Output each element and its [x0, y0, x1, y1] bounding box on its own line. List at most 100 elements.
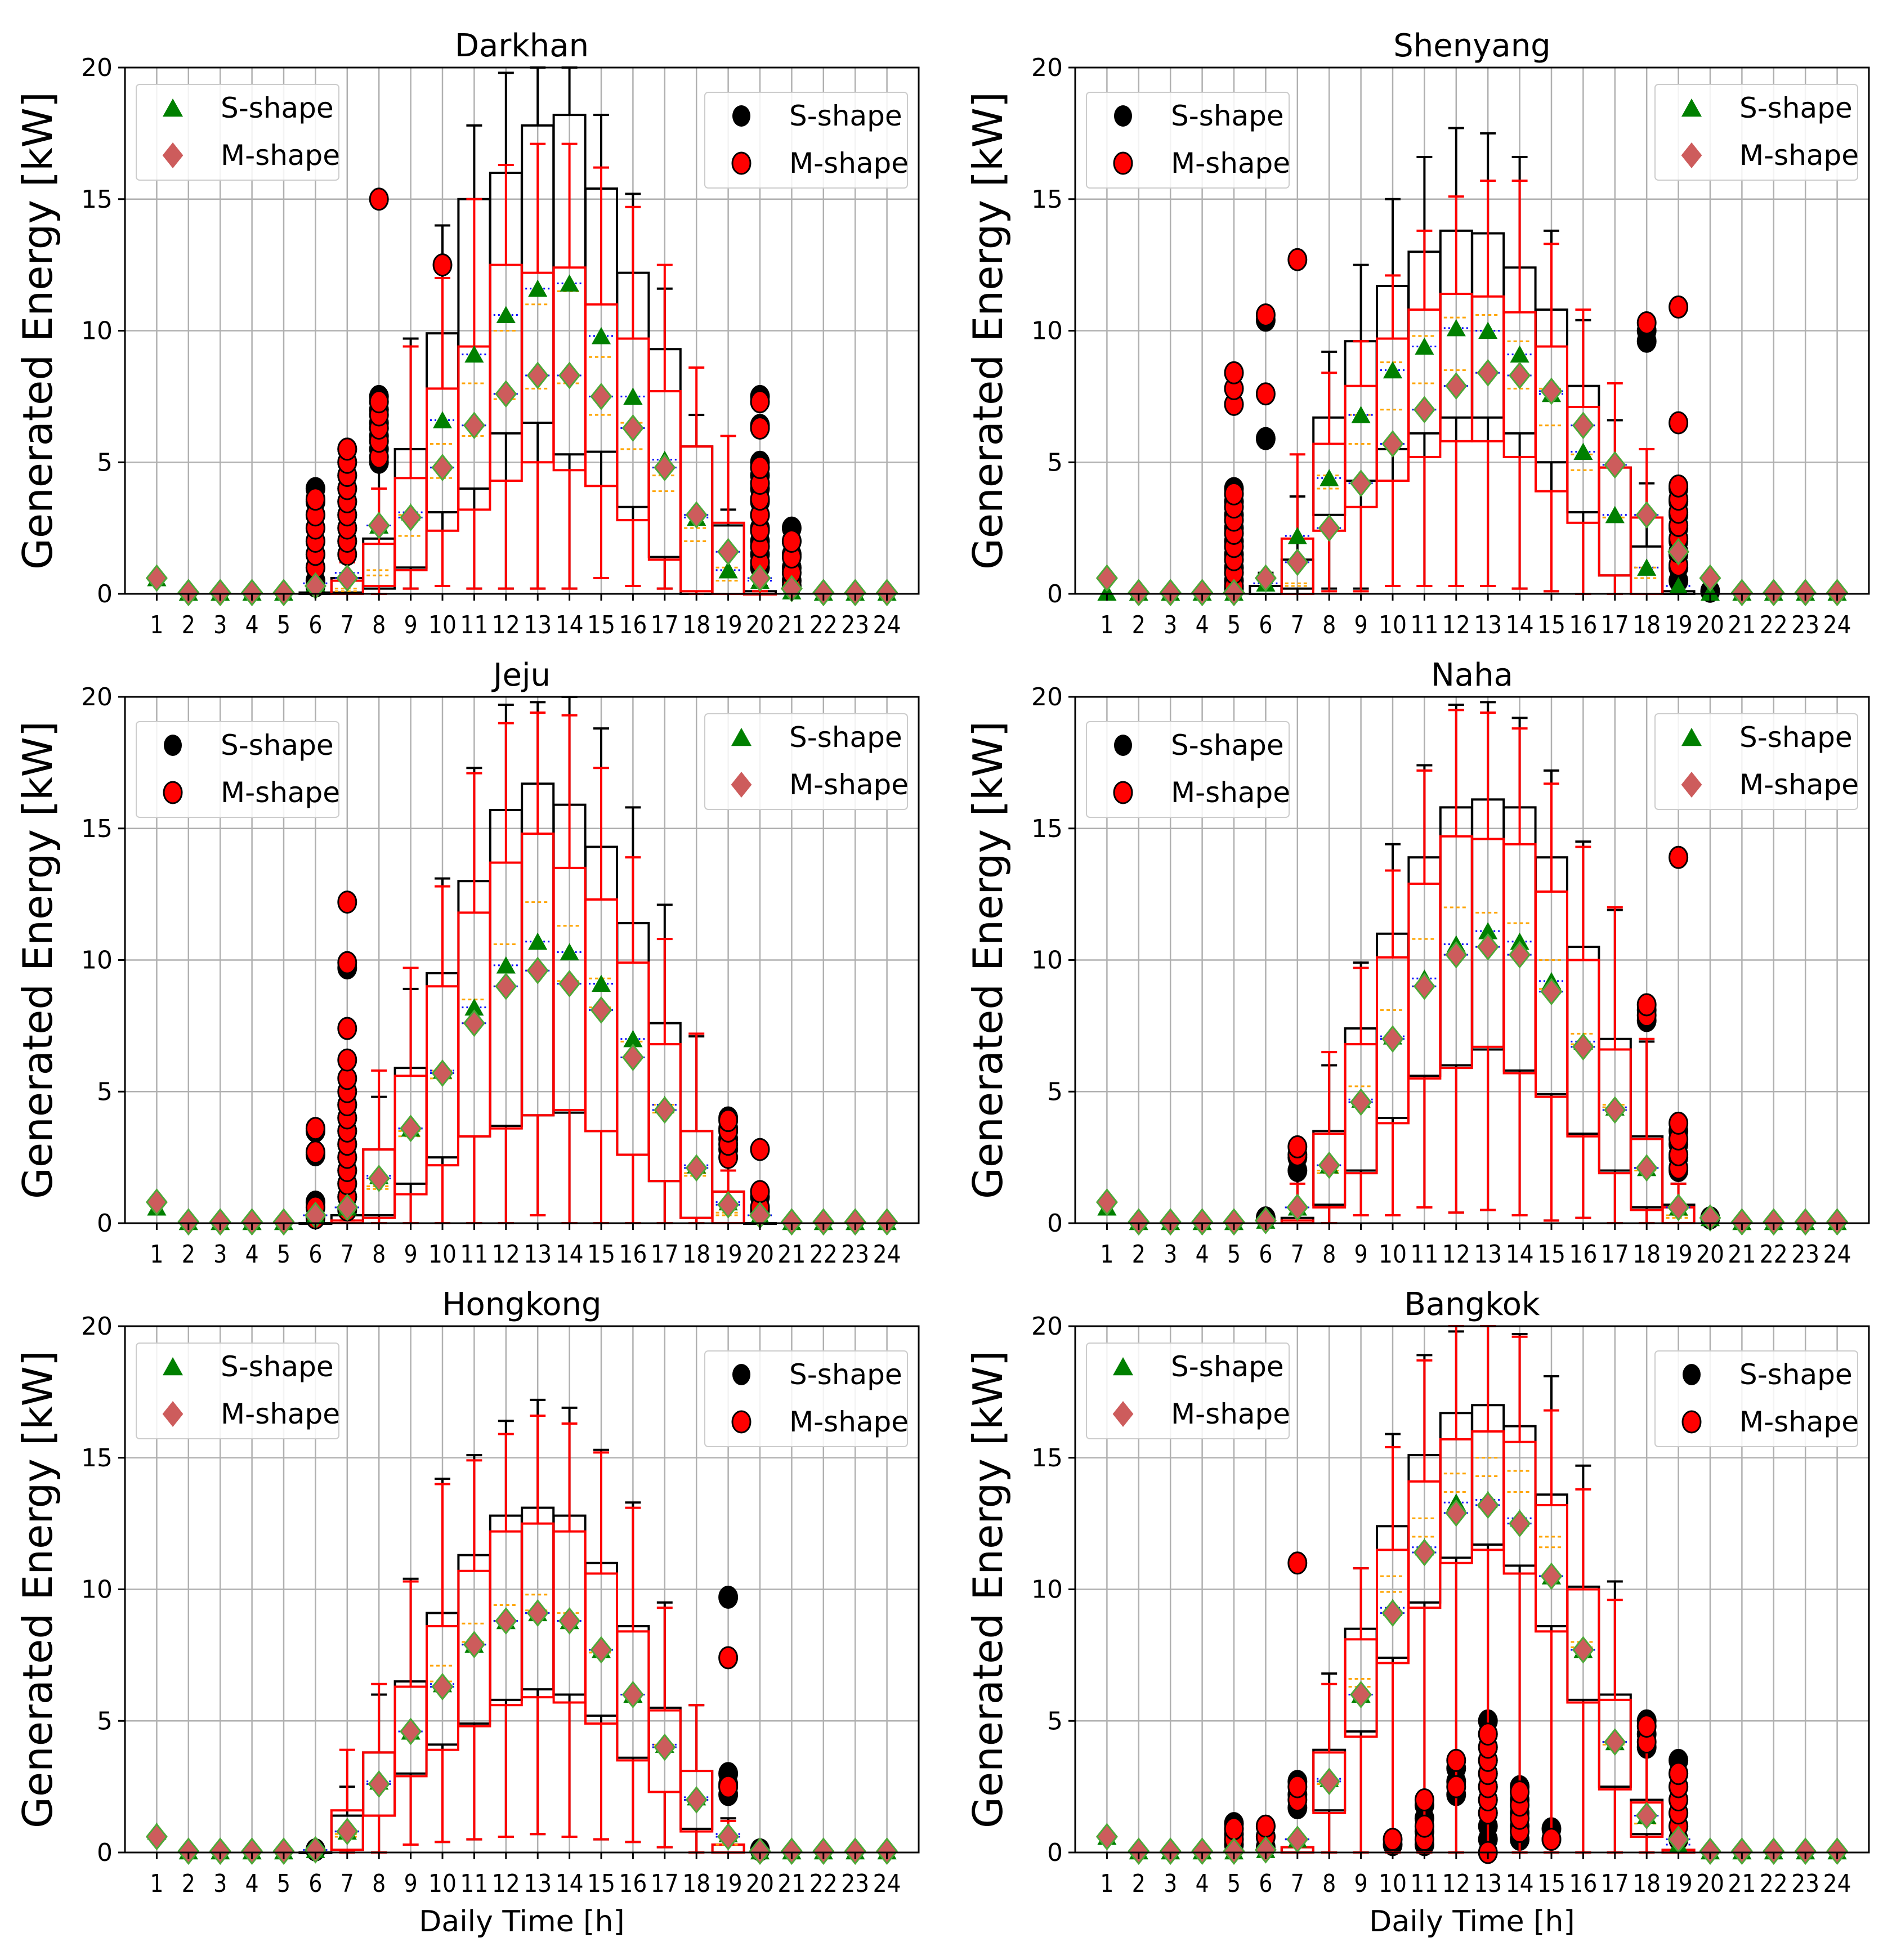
x-tick-label: 11: [1410, 611, 1438, 639]
s-shape-mean-triangle: [1478, 321, 1498, 339]
legend-marker-triangle-icon: [162, 99, 184, 117]
m-shape-mean-diamond-edge: [1350, 1681, 1372, 1708]
m-shape-outlier: [1636, 993, 1657, 1017]
m-shape-outlier: [1669, 845, 1689, 869]
m-shape-outlier: [718, 1109, 739, 1133]
x-tick-label: 17: [1601, 611, 1629, 639]
m-shape-mean-diamond: [591, 997, 611, 1023]
m-shape-outlier: [1383, 1828, 1403, 1851]
m-shape-outlier: [1636, 311, 1657, 334]
legend-boxes-frame: [1086, 721, 1290, 818]
legend-boxes-frame: [1086, 92, 1290, 189]
legend-boxes-frame: [1654, 1350, 1858, 1447]
m-shape-box: [679, 445, 714, 593]
x-tick-label: 20: [746, 1240, 774, 1269]
m-shape-outlier: [718, 1775, 739, 1798]
x-tick-label: 10: [1379, 1240, 1407, 1269]
x-tick-label: 8: [372, 1869, 386, 1898]
m-shape-mean-diamond-edge: [844, 1208, 866, 1236]
m-shape-mean-diamond-edge: [1191, 579, 1214, 607]
x-tick-label: 8: [372, 611, 386, 639]
m-shape-outlier: [337, 1048, 357, 1072]
m-shape-outlier: [718, 1646, 739, 1670]
m-shape-mean-diamond-edge: [1699, 1837, 1721, 1865]
x-tick-label: 24: [1823, 611, 1851, 639]
legend-marker-triangle-icon: [731, 728, 752, 746]
x-tick-label: 18: [1632, 1240, 1661, 1269]
m-shape-mean-diamond: [242, 1209, 262, 1234]
x-tick-label: 4: [245, 1240, 259, 1269]
m-shape-outlier: [750, 416, 770, 440]
m-shape-outlier: [305, 1117, 325, 1140]
m-shape-mean-diamond-edge: [1635, 1154, 1658, 1182]
x-tick-label: 18: [1632, 1869, 1661, 1898]
x-tick-label: 14: [556, 1240, 584, 1269]
x-tick-label: 21: [777, 611, 806, 639]
chart-title: Darkhan: [455, 28, 589, 64]
x-tick-label: 19: [714, 611, 742, 639]
m-shape-mean-diamond-edge: [812, 579, 835, 607]
x-tick-label: 6: [1259, 1869, 1272, 1898]
m-shape-mean-diamond-edge: [1381, 430, 1404, 458]
x-tick-label: 2: [1132, 1869, 1146, 1898]
m-shape-outlier: [750, 1180, 770, 1203]
m-shape-box: [647, 1709, 682, 1793]
y-tick-label: 20: [1031, 1312, 1063, 1341]
x-tick-label: 22: [809, 1869, 838, 1898]
x-tick-label: 4: [245, 1869, 259, 1898]
legend-label: M-shape: [221, 776, 340, 809]
m-shape-mean-diamond-edge: [1540, 1562, 1563, 1590]
x-tick-label: 15: [1537, 1869, 1565, 1898]
m-shape-outlier: [1541, 1828, 1562, 1851]
m-shape-mean-diamond-edge: [558, 970, 581, 997]
x-tick-label: 16: [619, 1869, 647, 1898]
x-tick-label: 19: [1665, 1240, 1693, 1269]
y-tick-label: 10: [1031, 946, 1063, 975]
x-tick-label: 6: [308, 1240, 322, 1269]
s-shape-mean-triangle: [1573, 442, 1593, 460]
chart-panel-shenyang: 1 2 3 4 5 6 7 8 9 10 11 12 13 14 15 16 17 18 19 20 21 22 23 240…: [964, 28, 1870, 639]
m-shape-mean-diamond-edge: [368, 1165, 390, 1192]
m-shape-mean-diamond-edge: [1540, 377, 1563, 405]
x-tick-label: 19: [714, 1240, 742, 1269]
x-tick-label: 11: [1410, 1240, 1438, 1269]
legend-marker-triangle-icon: [1681, 728, 1702, 746]
m-shape-mean-diamond-edge: [1159, 1208, 1182, 1236]
x-tick-label: 24: [873, 611, 901, 639]
m-shape-mean-diamond-edge: [209, 579, 231, 607]
m-shape-mean-diamond-edge: [1223, 1837, 1245, 1865]
m-shape-mean-diamond-edge: [558, 1607, 581, 1635]
legend-circle-black-icon: [1114, 105, 1132, 127]
s-shape-mean-triangle: [1446, 319, 1466, 337]
x-tick-label: 2: [1132, 1240, 1146, 1269]
m-shape-mean-diamond-edge: [780, 1208, 803, 1236]
x-tick-label: 17: [1601, 1869, 1629, 1898]
m-shape-mean-diamond-edge: [336, 564, 359, 592]
legend-label: S-shape: [1739, 1358, 1853, 1391]
m-shape-outlier: [1255, 382, 1276, 406]
m-shape-mean-diamond-edge: [1763, 1837, 1785, 1865]
x-tick-label: 23: [841, 611, 869, 639]
chart-title: Naha: [1431, 657, 1513, 693]
m-shape-mean-diamond-edge: [1254, 1206, 1277, 1234]
legend-label: S-shape: [789, 100, 902, 132]
x-tick-label: 6: [1259, 1240, 1272, 1269]
x-tick-label: 7: [1291, 611, 1304, 639]
legend-label: M-shape: [1739, 1406, 1859, 1438]
x-tick-label: 3: [1164, 611, 1177, 639]
x-tick-label: 18: [1632, 611, 1661, 639]
m-shape-outlier: [369, 390, 389, 414]
y-tick-label: 5: [97, 1077, 113, 1106]
m-shape-mean-diamond-edge: [685, 501, 708, 529]
m-shape-mean-diamond-edge: [1699, 564, 1721, 592]
x-tick-label: 16: [1569, 1240, 1597, 1269]
m-shape-outlier: [1669, 474, 1689, 498]
legend-circle-red-icon: [731, 151, 752, 175]
m-shape-mean-diamond-edge: [1191, 1208, 1214, 1236]
y-tick-label: 20: [1031, 683, 1063, 711]
x-tick-label: 23: [1791, 1240, 1819, 1269]
y-tick-label: 10: [81, 946, 113, 975]
m-shape-box: [1344, 1638, 1378, 1738]
legend-circle-black-icon: [732, 105, 750, 127]
m-shape-mean-diamond-edge: [1635, 501, 1658, 529]
